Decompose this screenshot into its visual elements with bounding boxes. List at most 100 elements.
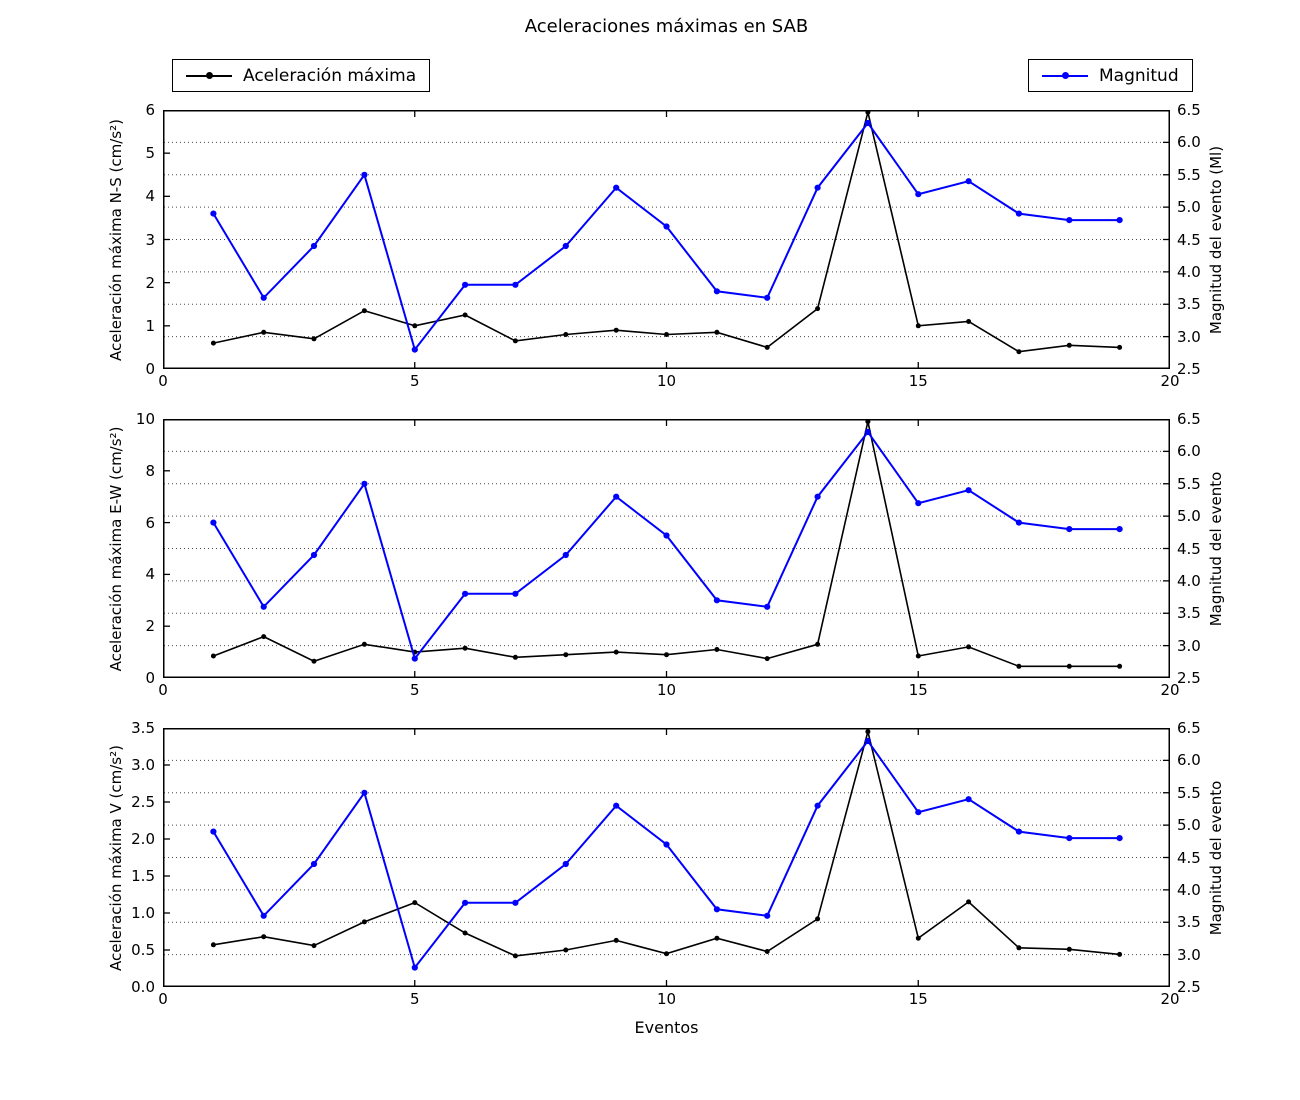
- legend-line-sample-blue: [1042, 68, 1088, 83]
- data-point-marker: [361, 308, 367, 314]
- data-point-marker: [1015, 828, 1023, 835]
- data-point-marker: [764, 603, 771, 610]
- data-point-marker: [310, 242, 318, 250]
- data-point-marker: [713, 906, 721, 913]
- legend-label-aceleracion: Aceleración máxima: [243, 65, 417, 86]
- data-point-marker: [512, 281, 519, 288]
- data-point-marker: [260, 294, 267, 301]
- y-tick-label-right: 3.5: [1177, 295, 1201, 314]
- y-tick-label-left: 1: [145, 316, 155, 335]
- y-tick-label-left: 6: [145, 101, 155, 119]
- data-point-marker: [714, 647, 720, 652]
- data-point-marker: [613, 493, 620, 500]
- x-tick-label: 10: [656, 372, 677, 390]
- y-tick-label-right: 3.0: [1177, 945, 1201, 964]
- y-tick-label-left: 10: [135, 410, 155, 428]
- y-tick-label-right: 2.5: [1177, 978, 1201, 996]
- data-point-marker: [764, 344, 770, 350]
- y-tick-label-right: 4.0: [1177, 571, 1201, 590]
- y-tick-label-right: 2.5: [1177, 669, 1201, 687]
- data-point-marker: [361, 480, 368, 487]
- y-tick-label-right: 5.5: [1177, 783, 1201, 802]
- y-tick-label-left: 1.0: [131, 904, 155, 922]
- subplot-v: Aceleración máxima V (cm/s²) Magnitud de…: [107, 719, 1225, 1008]
- x-tick-label: 15: [908, 990, 928, 1008]
- data-point-marker: [664, 951, 669, 957]
- data-point-marker: [864, 737, 872, 745]
- data-point-marker: [1066, 526, 1073, 533]
- data-point-marker: [613, 649, 619, 655]
- y-tick-label-right: 5.5: [1177, 165, 1201, 184]
- y-tick-label-right: 5.0: [1177, 507, 1201, 526]
- acceleration-line: [213, 421, 1120, 668]
- y-axis-label-v: Aceleración máxima V (cm/s²): [107, 744, 125, 971]
- data-point-marker: [562, 551, 569, 559]
- data-point-marker: [815, 916, 821, 922]
- data-point-marker: [1016, 349, 1022, 355]
- data-point-marker: [411, 655, 418, 662]
- y-tick-label-right: 5.0: [1177, 198, 1201, 217]
- data-point-marker: [613, 937, 619, 943]
- y-tick-label-left: 0.0: [131, 978, 155, 996]
- data-point-marker: [310, 551, 318, 559]
- data-point-marker: [1066, 946, 1072, 952]
- data-point-marker: [764, 294, 771, 301]
- x-tick-label: 0: [158, 372, 168, 390]
- y-tick-label-right: 6.5: [1177, 719, 1201, 737]
- data-point-marker: [1016, 663, 1022, 669]
- y-tick-label-left: 0.5: [131, 941, 155, 959]
- data-point-marker: [512, 338, 518, 344]
- data-point-marker: [261, 934, 267, 940]
- data-point-marker: [714, 935, 720, 941]
- x-tick-label: 5: [409, 990, 420, 1008]
- data-point-marker: [311, 658, 317, 664]
- data-point-marker: [915, 809, 922, 816]
- legend-marker-icon: [1062, 72, 1069, 79]
- data-point-marker: [814, 802, 821, 809]
- data-point-marker: [1117, 663, 1123, 669]
- data-point-marker: [815, 641, 821, 647]
- plot-area-v: [163, 728, 1170, 987]
- magnitude-line: [212, 121, 1120, 352]
- y-tick-label-left: 8: [145, 461, 155, 480]
- y-tick-label-left: 2: [145, 617, 155, 636]
- data-point-marker: [1117, 951, 1123, 957]
- x-tick-label: 20: [1160, 990, 1180, 1008]
- data-point-marker: [965, 178, 972, 185]
- data-point-marker: [1116, 835, 1123, 842]
- data-point-marker: [462, 899, 469, 906]
- data-point-marker: [210, 942, 216, 948]
- data-point-marker: [562, 242, 569, 250]
- y-tick-label-right: 3.5: [1177, 604, 1201, 623]
- acceleration-line: [213, 112, 1120, 353]
- data-point-marker: [462, 590, 469, 597]
- data-point-marker: [966, 319, 972, 324]
- y-tick-label-right: 3.0: [1177, 636, 1201, 655]
- data-point-marker: [663, 841, 670, 848]
- y-tick-label-right: 6.5: [1177, 101, 1201, 119]
- data-point-marker: [462, 645, 468, 651]
- data-point-marker: [412, 900, 418, 906]
- x-tick-label: 10: [656, 681, 677, 699]
- x-tick-label: 15: [908, 372, 928, 390]
- y-tick-label-right: 4.0: [1177, 880, 1201, 899]
- data-point-marker: [966, 899, 972, 905]
- y-tick-label-left: 2.5: [131, 793, 155, 811]
- y-tick-label-right: 5.0: [1177, 816, 1201, 835]
- data-point-marker: [210, 340, 216, 346]
- data-point-marker: [1066, 342, 1072, 348]
- magnitude-line: [212, 739, 1120, 970]
- data-point-marker: [965, 487, 972, 494]
- data-point-marker: [915, 191, 922, 198]
- data-point-marker: [864, 428, 872, 436]
- data-point-marker: [210, 828, 217, 835]
- x-tick-label: 15: [908, 681, 928, 699]
- y-tick-label-right: 2.5: [1177, 360, 1201, 378]
- data-point-marker: [411, 964, 418, 971]
- data-point-marker: [462, 930, 468, 936]
- x-tick-label: 20: [1160, 681, 1180, 699]
- data-point-marker: [512, 953, 518, 959]
- data-point-marker: [512, 590, 519, 597]
- plot-area-ns: [163, 110, 1170, 369]
